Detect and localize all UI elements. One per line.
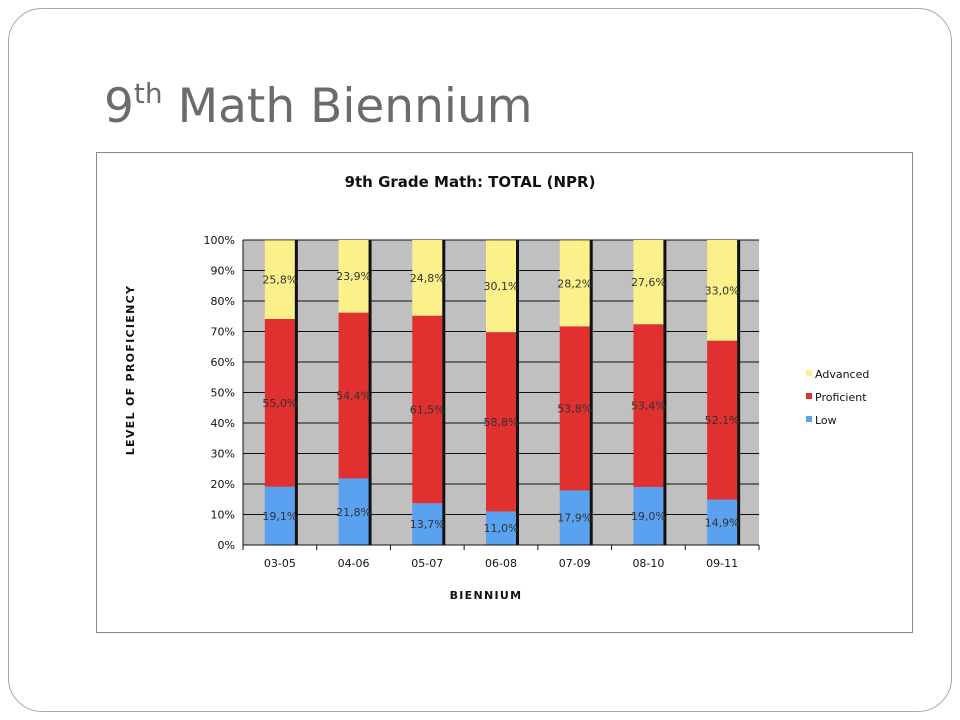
slide-title-superscript: th — [133, 77, 163, 110]
bar-segment-low — [486, 511, 516, 545]
data-label: 24,8% — [410, 272, 445, 285]
x-tick-label: 05-07 — [411, 557, 443, 570]
data-label: 33,0% — [705, 284, 740, 297]
y-tick-label: 60% — [211, 356, 235, 369]
y-tick-label: 100% — [204, 234, 235, 247]
data-label: 28,2% — [557, 277, 592, 290]
bar-segment-advanced — [707, 240, 738, 341]
y-tick-label: 80% — [211, 295, 235, 308]
bar-segment-low — [264, 486, 295, 545]
y-tick-label: 10% — [211, 509, 235, 522]
x-axis-title: BIENNIUM — [450, 589, 523, 602]
data-label: 23,9% — [336, 270, 371, 283]
data-label: 30,1% — [484, 280, 519, 293]
x-tick-label: 03-05 — [264, 557, 296, 570]
data-label: 17,9% — [557, 512, 592, 525]
data-label: 14,9% — [705, 516, 740, 529]
data-label: 55,0% — [262, 397, 297, 410]
y-tick-label: 90% — [211, 265, 235, 278]
y-tick-label: 20% — [211, 478, 235, 491]
bar-segment-proficient — [559, 326, 590, 491]
data-label: 54,4% — [336, 390, 371, 403]
data-label: 27,6% — [631, 276, 666, 289]
bar-segment-low — [412, 503, 443, 545]
data-label: 21,8% — [336, 506, 371, 519]
bar-segment-proficient — [486, 332, 516, 512]
y-tick-label: 40% — [211, 417, 235, 430]
data-label: 19,0% — [631, 510, 666, 523]
slide-title-main: 9 — [104, 79, 134, 134]
legend-label-low: Low — [815, 414, 837, 427]
x-tick-label: 08-10 — [632, 557, 664, 570]
bar-edge — [516, 240, 519, 545]
bar-segment-proficient — [264, 318, 295, 487]
bar-segment-proficient — [633, 324, 664, 488]
bar-edge — [589, 240, 593, 545]
bar-edge — [663, 240, 667, 545]
y-axis-title: LEVEL OF PROFICIENCY — [124, 285, 137, 456]
bar-segment-low — [559, 490, 590, 545]
data-label: 11,0% — [484, 522, 519, 535]
x-tick-label: 06-08 — [485, 557, 517, 570]
slide-title-rest: Math Biennium — [162, 79, 533, 134]
bar-segment-proficient — [338, 312, 369, 479]
bar-edge — [368, 240, 372, 545]
bar-segment-low — [338, 478, 369, 545]
bar-segment-low — [633, 487, 664, 545]
bar-segment-advanced — [412, 240, 443, 316]
legend-label-proficient: Proficient — [815, 391, 867, 404]
bar-segment-proficient — [707, 340, 738, 500]
bar-edge — [294, 240, 298, 545]
x-tick-label: 04-06 — [338, 557, 370, 570]
bar-segment-advanced — [264, 240, 295, 319]
x-tick-label: 07-09 — [559, 557, 591, 570]
legend-label-advanced: Advanced — [815, 368, 869, 381]
plot-area: 0% 10% 20% 30% 40% 50% 60% 70% 80% 90% 100% 19,1% 55… — [204, 234, 760, 570]
x-tick-label: 09-11 — [706, 557, 738, 570]
data-label: 53,8% — [557, 402, 592, 415]
y-tick-label: 0% — [218, 539, 235, 552]
data-label: 53,4% — [631, 400, 666, 413]
data-label: 19,1% — [262, 510, 297, 523]
bar-segment-advanced — [559, 240, 590, 327]
data-label: 25,8% — [262, 274, 297, 287]
bar-segment-advanced — [633, 240, 664, 325]
bar-segment-advanced — [486, 240, 516, 333]
data-label: 13,7% — [410, 518, 445, 531]
bar-segment-low — [707, 499, 738, 545]
chart-title: 9th Grade Math: TOTAL (NPR) — [345, 173, 596, 191]
bar-edge — [737, 240, 741, 545]
data-label: 58,8% — [484, 416, 519, 429]
legend-swatch-low — [806, 416, 812, 422]
legend-swatch-advanced — [806, 370, 812, 376]
bar-segment-proficient — [412, 315, 443, 504]
data-label: 52,1% — [705, 414, 740, 427]
slide-title: 9th Math Biennium — [104, 77, 533, 131]
data-label: 61,5% — [410, 403, 445, 416]
bar-edge — [442, 240, 446, 545]
y-tick-label: 30% — [211, 448, 235, 461]
legend-swatch-proficient — [806, 393, 812, 399]
legend: Advanced Proficient Low — [806, 368, 869, 427]
y-tick-label: 70% — [211, 326, 235, 339]
bar-segment-advanced — [338, 240, 369, 313]
y-tick-label: 50% — [211, 387, 235, 400]
